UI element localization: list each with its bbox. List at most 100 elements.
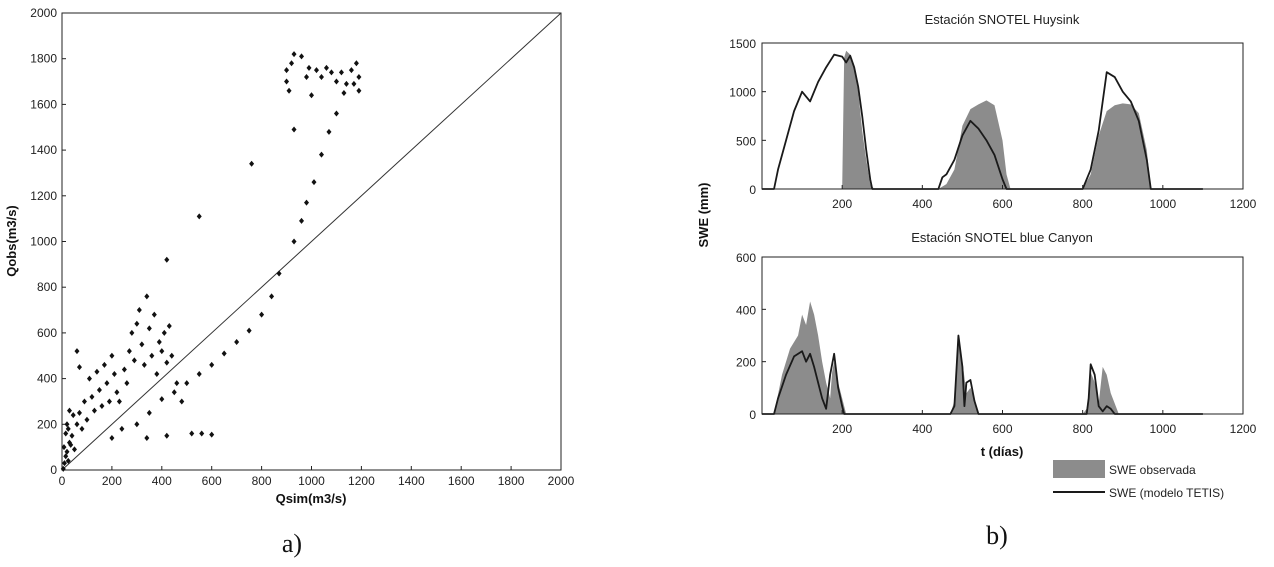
scatter-point xyxy=(154,371,160,378)
huysink-x-tick-label: 1000 xyxy=(1149,197,1176,211)
scatter-point xyxy=(114,389,120,396)
panel-label-a: a) xyxy=(282,529,302,558)
blue-canyon-y-tick-label: 600 xyxy=(736,251,756,265)
scatter-point xyxy=(159,396,165,403)
legend-observed-swatch xyxy=(1053,460,1105,478)
scatter-point xyxy=(104,380,110,387)
blue-canyon-observed-area-path xyxy=(762,301,1119,414)
scatter-point xyxy=(284,67,290,74)
scatter-x-tick-label: 1400 xyxy=(398,474,425,488)
scatter-point xyxy=(164,432,170,439)
scatter-point xyxy=(146,325,152,332)
scatter-point xyxy=(299,217,305,224)
scatter-point xyxy=(109,352,115,359)
scatter-point xyxy=(65,457,71,464)
blue-canyon-ticks xyxy=(762,256,1244,415)
scatter-point xyxy=(101,361,107,368)
scatter-y-tick-label: 1000 xyxy=(30,235,57,249)
scatter-point xyxy=(69,432,75,439)
scatter-point xyxy=(99,403,105,410)
scatter-point xyxy=(333,78,339,85)
scatter-point xyxy=(259,311,265,318)
scatter-point xyxy=(74,348,80,355)
scatter-y-tick-label: 0 xyxy=(50,463,57,477)
huysink-ticks xyxy=(762,42,1244,190)
scatter-x-tick-label: 400 xyxy=(152,474,172,488)
blue-canyon-swe-chart: Estación SNOTEL blue Canyon 200 400 600 800… xyxy=(736,230,1257,459)
scatter-point xyxy=(196,213,202,220)
scatter-point xyxy=(234,339,240,346)
scatter-point xyxy=(156,339,162,346)
blue-canyon-x-tick-label: 1000 xyxy=(1149,422,1176,436)
scatter-y-tick-label: 200 xyxy=(37,417,57,431)
scatter-point xyxy=(76,364,82,371)
scatter-point xyxy=(333,110,339,117)
blue-canyon-y-tick-label: 0 xyxy=(749,408,756,422)
huysink-x-tick-label: 1200 xyxy=(1230,197,1257,211)
scatter-point xyxy=(318,73,324,80)
scatter-point xyxy=(64,448,70,455)
scatter-point xyxy=(323,64,329,71)
scatter-chart: 0 200 400 600 800 1000 1200 1400 1600 1800 2000 0 2… xyxy=(4,6,575,558)
swe-legend: SWE observada SWE (modelo TETIS) xyxy=(1053,460,1224,500)
scatter-point xyxy=(144,293,150,300)
huysink-y-tick-label: 500 xyxy=(736,134,756,148)
blue-canyon-x-tick-labels: 200 400 600 800 1000 1200 xyxy=(832,422,1257,436)
scatter-point xyxy=(74,421,80,428)
huysink-observed-area xyxy=(762,50,1203,189)
scatter-point xyxy=(341,89,347,96)
scatter-point xyxy=(121,366,127,373)
blue-canyon-x-tick-label: 600 xyxy=(992,422,1012,436)
huysink-x-tick-label: 800 xyxy=(1073,197,1093,211)
scatter-point xyxy=(209,431,215,438)
huysink-x-tick-labels: 200 400 600 800 1000 1200 xyxy=(832,197,1257,211)
scatter-point xyxy=(84,416,90,423)
scatter-point xyxy=(286,87,292,94)
blue-canyon-y-tick-labels: 0 200 400 600 xyxy=(736,251,756,422)
blue-canyon-x-tick-label: 800 xyxy=(1073,422,1093,436)
scatter-point xyxy=(149,352,155,359)
scatter-point xyxy=(318,151,324,158)
scatter-x-axis-label: Qsim(m3/s) xyxy=(276,491,347,506)
scatter-point xyxy=(164,359,170,366)
scatter-point xyxy=(131,357,137,364)
huysink-chart-title: Estación SNOTEL Huysink xyxy=(925,12,1080,27)
scatter-point xyxy=(199,430,205,437)
scatter-x-tick-label: 800 xyxy=(252,474,272,488)
scatter-point xyxy=(109,435,115,442)
scatter-point xyxy=(144,435,150,442)
blue-canyon-x-tick-label: 1200 xyxy=(1230,422,1257,436)
scatter-x-tick-label: 200 xyxy=(102,474,122,488)
scatter-point xyxy=(68,441,74,448)
huysink-y-tick-labels: 0 500 1000 1500 xyxy=(729,37,756,197)
scatter-point xyxy=(64,421,70,428)
scatter-point xyxy=(313,67,319,74)
huysink-y-tick-label: 1500 xyxy=(729,37,756,51)
swe-x-axis-label: t (días) xyxy=(981,444,1024,459)
scatter-point xyxy=(299,53,305,60)
scatter-point xyxy=(291,126,297,133)
scatter-point xyxy=(81,398,87,405)
scatter-point xyxy=(209,361,215,368)
scatter-point xyxy=(126,348,132,355)
scatter-point xyxy=(124,380,130,387)
scatter-x-tick-labels: 0 200 400 600 800 1000 1200 1400 1600 1800 2000 xyxy=(59,474,575,488)
scatter-point xyxy=(291,51,297,58)
swe-y-axis-label: SWE (mm) xyxy=(696,183,711,248)
one-to-one-line xyxy=(61,12,562,471)
scatter-point xyxy=(119,425,125,432)
scatter-y-tick-label: 1800 xyxy=(30,52,57,66)
scatter-y-tick-label: 2000 xyxy=(30,6,57,20)
scatter-point xyxy=(63,453,69,460)
scatter-point xyxy=(249,160,255,167)
huysink-y-tick-label: 0 xyxy=(749,183,756,197)
scatter-point xyxy=(326,128,332,135)
huysink-model-line-path xyxy=(762,53,1203,190)
scatter-point xyxy=(304,199,310,206)
scatter-point xyxy=(309,92,314,99)
scatter-point xyxy=(151,311,157,318)
scatter-y-tick-label: 600 xyxy=(37,326,57,340)
scatter-point xyxy=(161,329,167,336)
scatter-point xyxy=(139,341,145,348)
